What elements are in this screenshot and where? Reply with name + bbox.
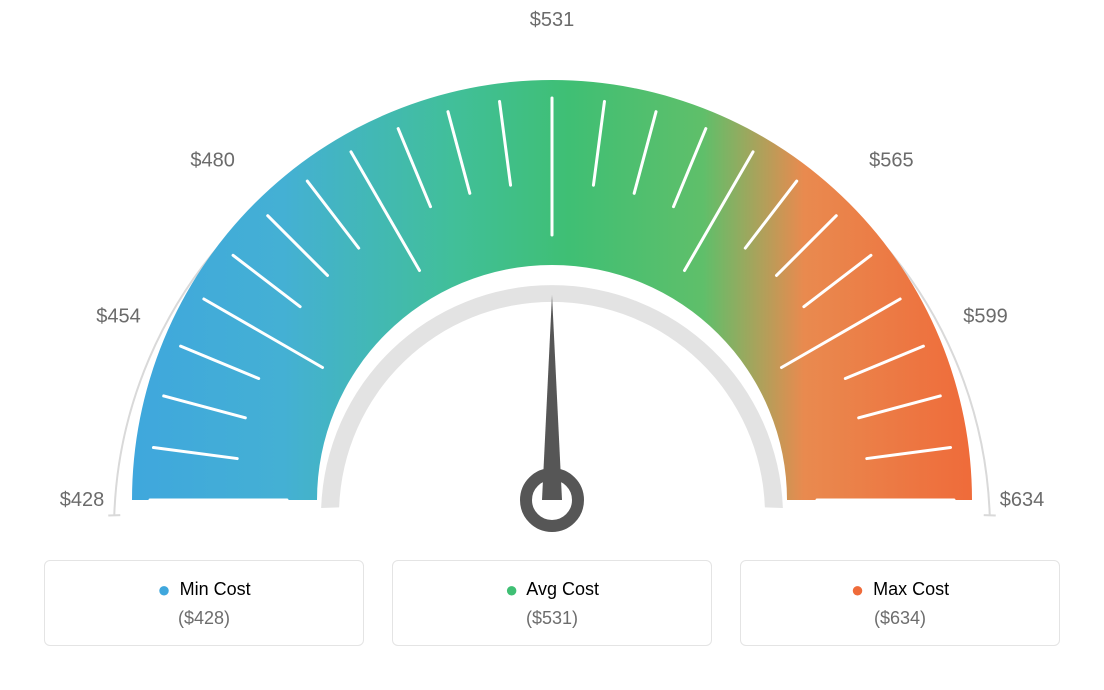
svg-text:$565: $565 xyxy=(869,150,914,172)
legend-min-value: ($428) xyxy=(55,608,353,629)
gauge-svg: $428 $454 $480 $531 $565 $599 $634 xyxy=(0,0,1104,560)
dot-icon: ● xyxy=(851,577,864,602)
legend-avg-label: Avg Cost xyxy=(526,579,599,599)
dot-icon: ● xyxy=(157,577,170,602)
legend-min: ● Min Cost ($428) xyxy=(44,560,364,646)
svg-text:$428: $428 xyxy=(60,489,105,511)
legend-max: ● Max Cost ($634) xyxy=(740,560,1060,646)
svg-text:$634: $634 xyxy=(1000,489,1045,511)
legend-max-title: ● Max Cost xyxy=(751,579,1049,600)
legend-max-value: ($634) xyxy=(751,608,1049,629)
svg-text:$480: $480 xyxy=(190,150,235,172)
svg-text:$454: $454 xyxy=(96,305,141,327)
dot-icon: ● xyxy=(505,577,518,602)
svg-text:$599: $599 xyxy=(963,305,1008,327)
legend-max-label: Max Cost xyxy=(873,579,949,599)
legend-avg: ● Avg Cost ($531) xyxy=(392,560,712,646)
legend-min-label: Min Cost xyxy=(180,579,251,599)
svg-text:$531: $531 xyxy=(530,9,575,31)
legend-avg-value: ($531) xyxy=(403,608,701,629)
gauge-chart: $428 $454 $480 $531 $565 $599 $634 xyxy=(0,0,1104,560)
legend-min-title: ● Min Cost xyxy=(55,579,353,600)
legend-avg-title: ● Avg Cost xyxy=(403,579,701,600)
legend-row: ● Min Cost ($428) ● Avg Cost ($531) ● Ma… xyxy=(0,560,1104,646)
